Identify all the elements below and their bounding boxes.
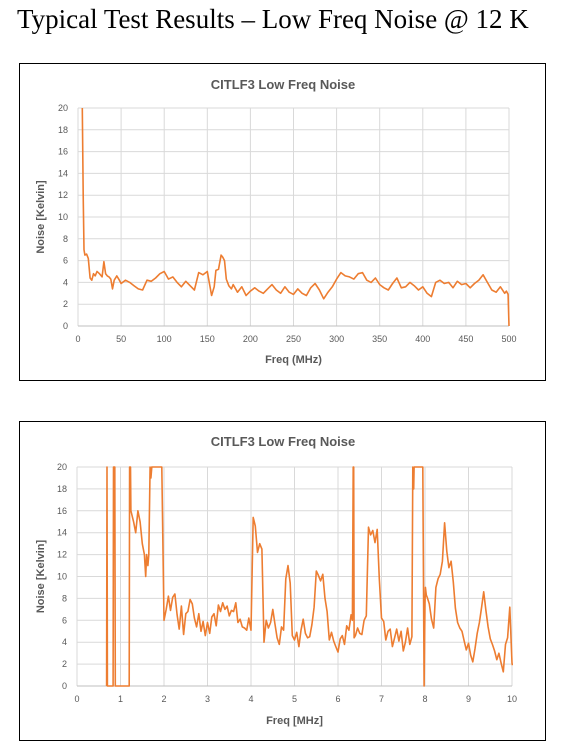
chart-1-x-axis-label: Freq (MHz) <box>265 354 322 366</box>
chart-2-y-axis-label: Noise [Kelvin] <box>35 539 47 613</box>
chart-2-x-tick-label: 2 <box>161 694 166 704</box>
chart-1-y-tick-label: 16 <box>58 147 68 157</box>
chart-1-x-tick-label: 50 <box>116 334 126 344</box>
chart-2-y-tick-label: 6 <box>62 615 67 625</box>
chart-2-x-tick-label: 9 <box>466 694 471 704</box>
chart-1-y-tick-label: 20 <box>58 103 68 113</box>
chart-1-y-axis-label: Noise [Kelvin] <box>35 180 47 254</box>
chart-2-x-tick-label: 0 <box>74 694 79 704</box>
chart-1-x-tick-label: 200 <box>243 334 258 344</box>
chart-1-x-tick-label: 450 <box>458 334 473 344</box>
chart-1-title: CITLF3 Low Freq Noise <box>211 77 355 92</box>
chart-2-y-tick-label: 18 <box>57 484 67 494</box>
chart-2-y-tick-label: 16 <box>57 506 67 516</box>
chart-2-y-tick-label: 10 <box>57 572 67 582</box>
chart-2-x-tick-label: 1 <box>118 694 123 704</box>
chart-2-y-tick-label: 12 <box>57 550 67 560</box>
chart-2-y-tick-label: 2 <box>62 659 67 669</box>
chart-1-y-tick-label: 18 <box>58 125 68 135</box>
chart-1-y-tick-label: 4 <box>63 277 68 287</box>
chart-1-y-tick-label: 12 <box>58 190 68 200</box>
chart-1-y-tick-label: 2 <box>63 299 68 309</box>
chart-2-x-axis-label: Freq [MHz] <box>266 715 323 727</box>
chart-1-y-tick-label: 0 <box>63 321 68 331</box>
chart-1-y-tick-label: 8 <box>63 234 68 244</box>
chart-1-x-tick-label: 0 <box>75 334 80 344</box>
page-title: Typical Test Results – Low Freq Noise @ … <box>17 4 529 34</box>
chart-2-y-tick-label: 14 <box>57 528 67 538</box>
chart-1-y-tick-label: 6 <box>63 256 68 266</box>
chart-1-y-tick-label: 10 <box>58 212 68 222</box>
chart-panel-1: CITLF3 Low Freq Noise 0 50 100 150 200 250 300 3… <box>19 63 546 381</box>
chart-2-x-tick-label: 10 <box>507 694 517 704</box>
chart-1-y-tick-label: 14 <box>58 168 68 178</box>
chart-1-x-tick-label: 250 <box>286 334 301 344</box>
chart-1-x-tick-label: 350 <box>372 334 387 344</box>
chart-2-y-tick-label: 20 <box>57 462 67 472</box>
chart-2-x-tick-label: 3 <box>205 694 210 704</box>
chart-1-x-tick-label: 400 <box>415 334 430 344</box>
chart-2-y-tick-label: 0 <box>62 681 67 691</box>
chart-2-x-tick-label: 8 <box>422 694 427 704</box>
chart-2-y-tick-label: 4 <box>62 637 67 647</box>
chart-1-x-tick-label: 500 <box>501 334 516 344</box>
chart-2-x-tick-label: 5 <box>292 694 297 704</box>
chart-2-series-line <box>105 466 513 687</box>
chart-2-x-tick-label: 6 <box>335 694 340 704</box>
chart-1-x-tick-label: 300 <box>329 334 344 344</box>
chart-1-x-tick-label: 100 <box>157 334 172 344</box>
chart-2-x-tick-label: 4 <box>248 694 253 704</box>
chart-panel-2: CITLF3 Low Freq Noise 0 1 2 3 4 5 6 7 8 9 10 0 2 4 6 8 10… <box>19 421 546 741</box>
chart-1-series-line <box>81 107 510 327</box>
chart-2-y-tick-label: 8 <box>62 593 67 603</box>
chart-1-x-tick-label: 150 <box>200 334 215 344</box>
chart-2-title: CITLF3 Low Freq Noise <box>211 434 355 449</box>
chart-2-x-tick-label: 7 <box>379 694 384 704</box>
